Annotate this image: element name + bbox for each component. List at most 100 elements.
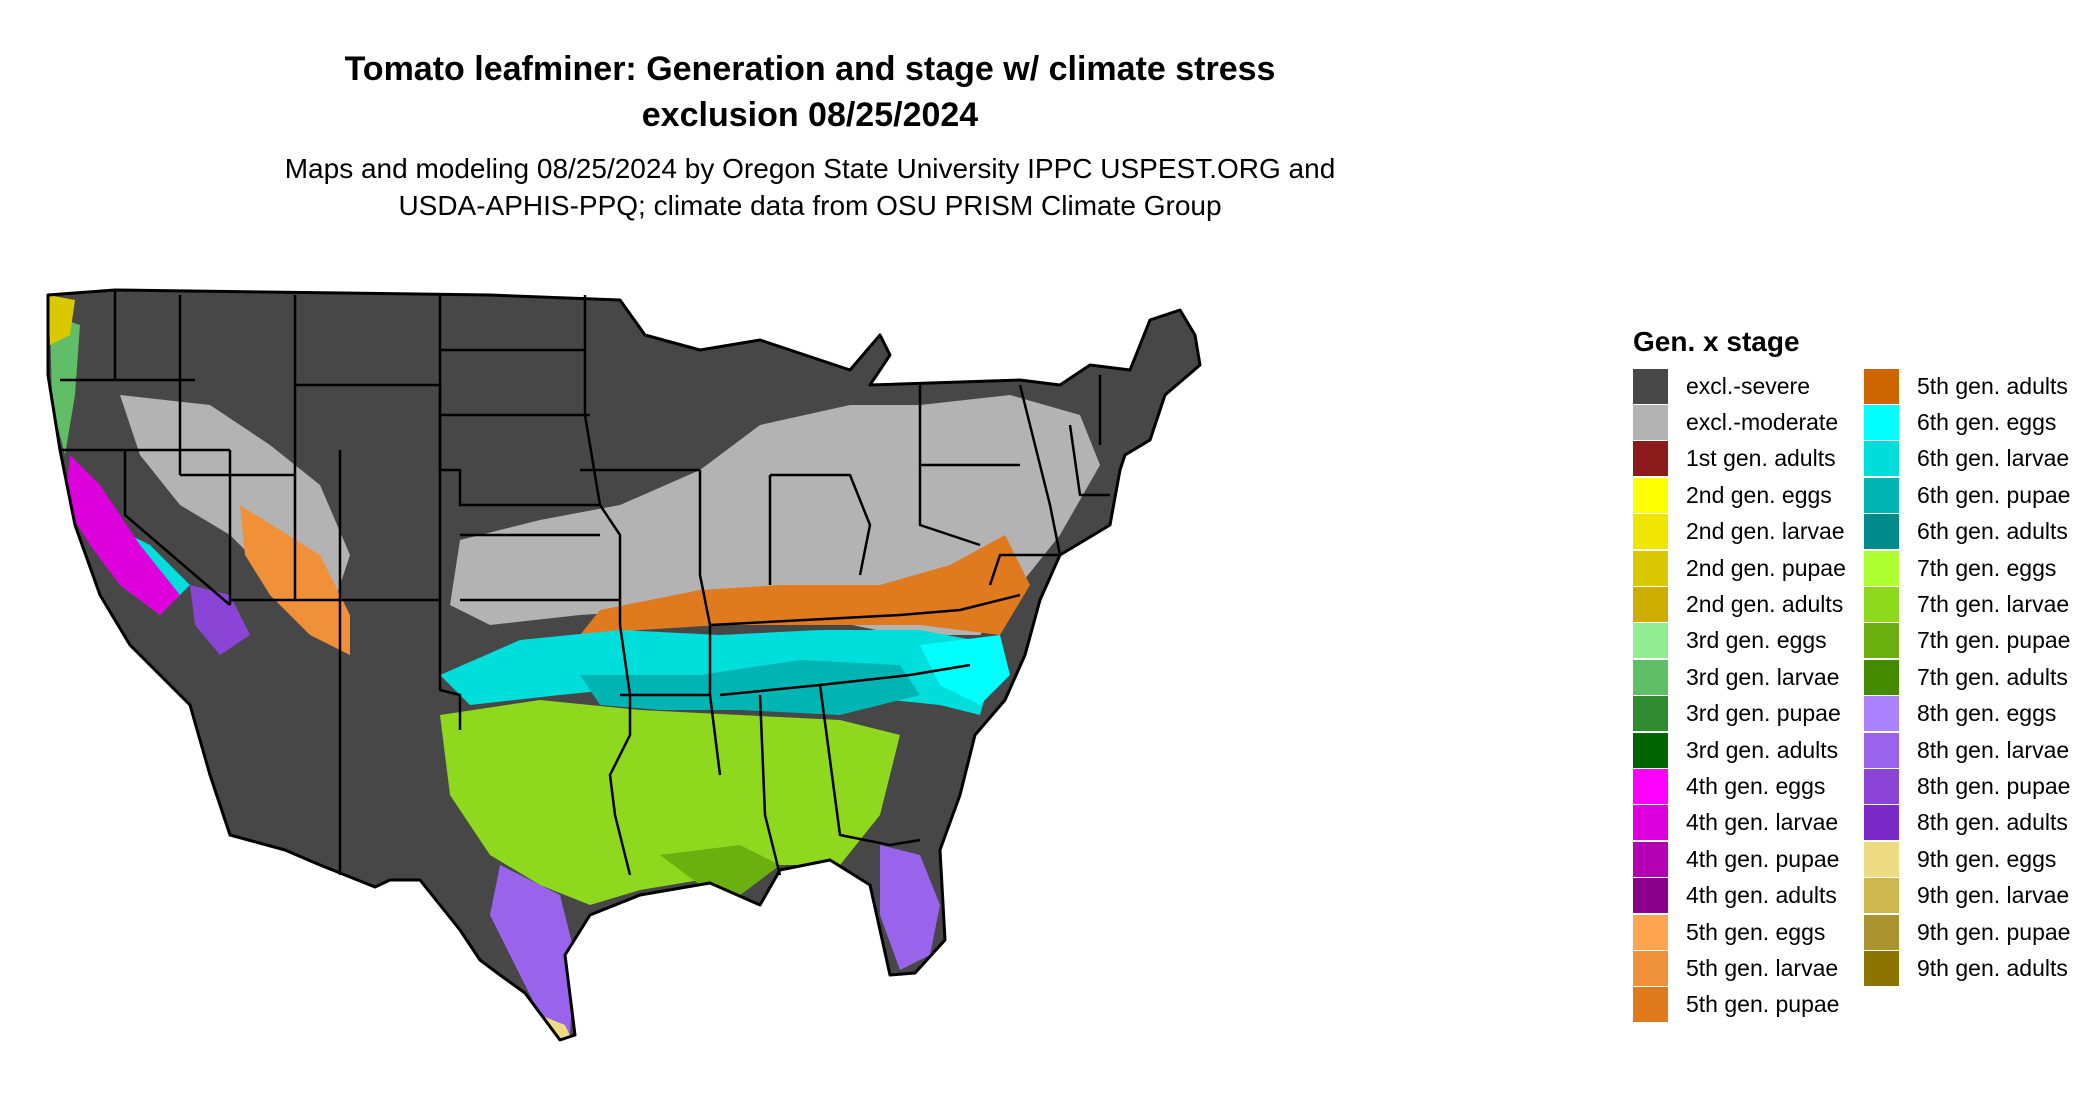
- legend-swatch: [1864, 732, 1899, 768]
- legend-swatch: [1864, 477, 1899, 513]
- legend-swatch: [1864, 768, 1899, 804]
- legend-item: 5th gen. adults: [1864, 368, 2070, 404]
- legend-item: 6th gen. larvae: [1864, 441, 2070, 477]
- zone-west-eighth-gen: [190, 585, 250, 655]
- legend-label: 9th gen. adults: [1917, 954, 2068, 981]
- legend-swatch: [1633, 368, 1668, 404]
- legend-swatch: [1633, 587, 1668, 623]
- legend-swatch: [1633, 841, 1668, 877]
- legend-swatch: [1633, 405, 1668, 441]
- map-subtitle: Maps and modeling 08/25/2024 by Oregon S…: [215, 150, 1405, 224]
- legend-label: excl.-severe: [1686, 372, 1810, 399]
- legend-label: 5th gen. pupae: [1686, 991, 1840, 1018]
- map-title: Tomato leafminer: Generation and stage w…: [215, 46, 1405, 138]
- legend-item: 7th gen. adults: [1864, 659, 2070, 695]
- legend-swatch: [1864, 696, 1899, 732]
- legend-title: Gen. x stage: [1633, 326, 1800, 357]
- legend-label: 2nd gen. pupae: [1686, 554, 1846, 581]
- legend-label: 3rd gen. adults: [1686, 736, 1839, 763]
- legend-item: 1st gen. adults: [1633, 441, 1846, 477]
- zone-texas-coast: [540, 1015, 572, 1040]
- legend-label: 3rd gen. pupae: [1686, 700, 1841, 727]
- legend-label: 8th gen. adults: [1917, 809, 2068, 836]
- legend-swatch: [1864, 878, 1899, 914]
- legend-column-2: 5th gen. adults 6th gen. eggs 6th gen. lar…: [1864, 368, 2070, 987]
- legend-label: 8th gen. eggs: [1917, 700, 2057, 727]
- zone-seventh-gen-pupae: [660, 845, 780, 895]
- legend-column-1: excl.-severe excl.-moderate 1st gen. adult…: [1633, 368, 1846, 1023]
- legend-label: 9th gen. larvae: [1917, 882, 2070, 909]
- zone-west-third-gen: [50, 315, 80, 455]
- legend-label: 2nd gen. larvae: [1686, 518, 1845, 545]
- legend-swatch: [1864, 659, 1899, 695]
- legend-swatch: [1633, 987, 1668, 1023]
- map-title-line1: Tomato leafminer: Generation and stage w…: [344, 50, 1276, 88]
- legend-swatch: [1633, 550, 1668, 586]
- legend-label: 2nd gen. adults: [1686, 591, 1844, 618]
- legend-label: 4th gen. adults: [1686, 882, 1837, 909]
- legend-swatch: [1864, 623, 1899, 659]
- legend-label: 4th gen. pupae: [1686, 845, 1840, 872]
- legend-label: excl.-moderate: [1686, 409, 1839, 436]
- legend-label: 6th gen. adults: [1917, 518, 2068, 545]
- legend-label: 3rd gen. larvae: [1686, 663, 1840, 690]
- legend-swatch: [1864, 550, 1899, 586]
- us-map: [46, 288, 1202, 1042]
- zone-seventh-gen: [440, 700, 900, 905]
- legend-swatch: [1633, 441, 1668, 477]
- legend-swatch: [1633, 514, 1668, 550]
- legend-label: 7th gen. adults: [1917, 663, 2068, 690]
- legend-swatch: [1864, 841, 1899, 877]
- legend-swatch: [1633, 477, 1668, 513]
- legend-swatch: [1864, 587, 1899, 623]
- zone-eighth-gen-texas: [490, 865, 575, 1035]
- zone-sixth-gen-eggs: [920, 635, 1010, 705]
- legend-label: 7th gen. larvae: [1917, 591, 2070, 618]
- zone-sixth-gen-pupae: [580, 660, 920, 715]
- legend-label: 9th gen. pupae: [1917, 918, 2071, 945]
- legend-swatch: [1864, 514, 1899, 550]
- legend-swatch: [1864, 950, 1899, 986]
- legend-swatch: [1633, 805, 1668, 841]
- legend-item: 8th gen. pupae: [1864, 768, 2070, 804]
- legend-label: 8th gen. larvae: [1917, 736, 2070, 763]
- legend-item: excl.-moderate: [1633, 404, 1846, 441]
- legend-label: 5th gen. adults: [1917, 372, 2068, 399]
- legend-swatch: [1864, 805, 1899, 841]
- legend-item: 2nd gen. pupae: [1633, 550, 1846, 586]
- legend-item: 8th gen. adults: [1864, 805, 2070, 841]
- legend-item: excl.-severe: [1633, 368, 1846, 404]
- legend-item: 9th gen. eggs: [1864, 841, 2070, 877]
- legend-item: 5th gen. larvae: [1633, 950, 1846, 986]
- legend-item: 5th gen. eggs: [1633, 914, 1846, 950]
- legend-item: 7th gen. pupae: [1864, 623, 2070, 659]
- legend-swatch: [1864, 914, 1899, 950]
- legend-item: 8th gen. larvae: [1864, 732, 2070, 768]
- map-title-line2: exclusion 08/25/2024: [641, 96, 979, 134]
- legend-item: 4th gen. pupae: [1633, 841, 1846, 877]
- state-borders: [60, 290, 1110, 876]
- legend-item: 7th gen. eggs: [1864, 550, 2070, 586]
- legend-swatch: [1864, 368, 1899, 404]
- legend-swatch: [1633, 914, 1668, 950]
- legend-label: 3rd gen. eggs: [1686, 627, 1827, 654]
- legend-swatch: [1633, 696, 1668, 732]
- legend-item: 3rd gen. larvae: [1633, 659, 1846, 695]
- legend-item: 5th gen. pupae: [1633, 987, 1846, 1023]
- zone-fifth-gen: [580, 535, 1030, 635]
- legend-label: 1st gen. adults: [1686, 445, 1836, 472]
- legend-swatch: [1633, 878, 1668, 914]
- legend-item: 4th gen. adults: [1633, 877, 1846, 914]
- legend-label: 7th gen. eggs: [1917, 554, 2057, 581]
- legend-item: 6th gen. adults: [1864, 514, 2070, 550]
- legend-label: 5th gen. eggs: [1686, 918, 1826, 945]
- legend-item: 9th gen. adults: [1864, 950, 2070, 986]
- zone-west-second-gen: [48, 295, 75, 345]
- legend-label: 6th gen. larvae: [1917, 445, 2070, 472]
- map-subtitle-line1: Maps and modeling 08/25/2024 by Oregon S…: [284, 153, 1336, 184]
- legend-item: 2nd gen. adults: [1633, 586, 1846, 623]
- us-outline: [46, 288, 1202, 1042]
- legend-item: 9th gen. larvae: [1864, 877, 2070, 914]
- legend-item: 2nd gen. larvae: [1633, 514, 1846, 550]
- legend-item: 2nd gen. eggs: [1633, 477, 1846, 513]
